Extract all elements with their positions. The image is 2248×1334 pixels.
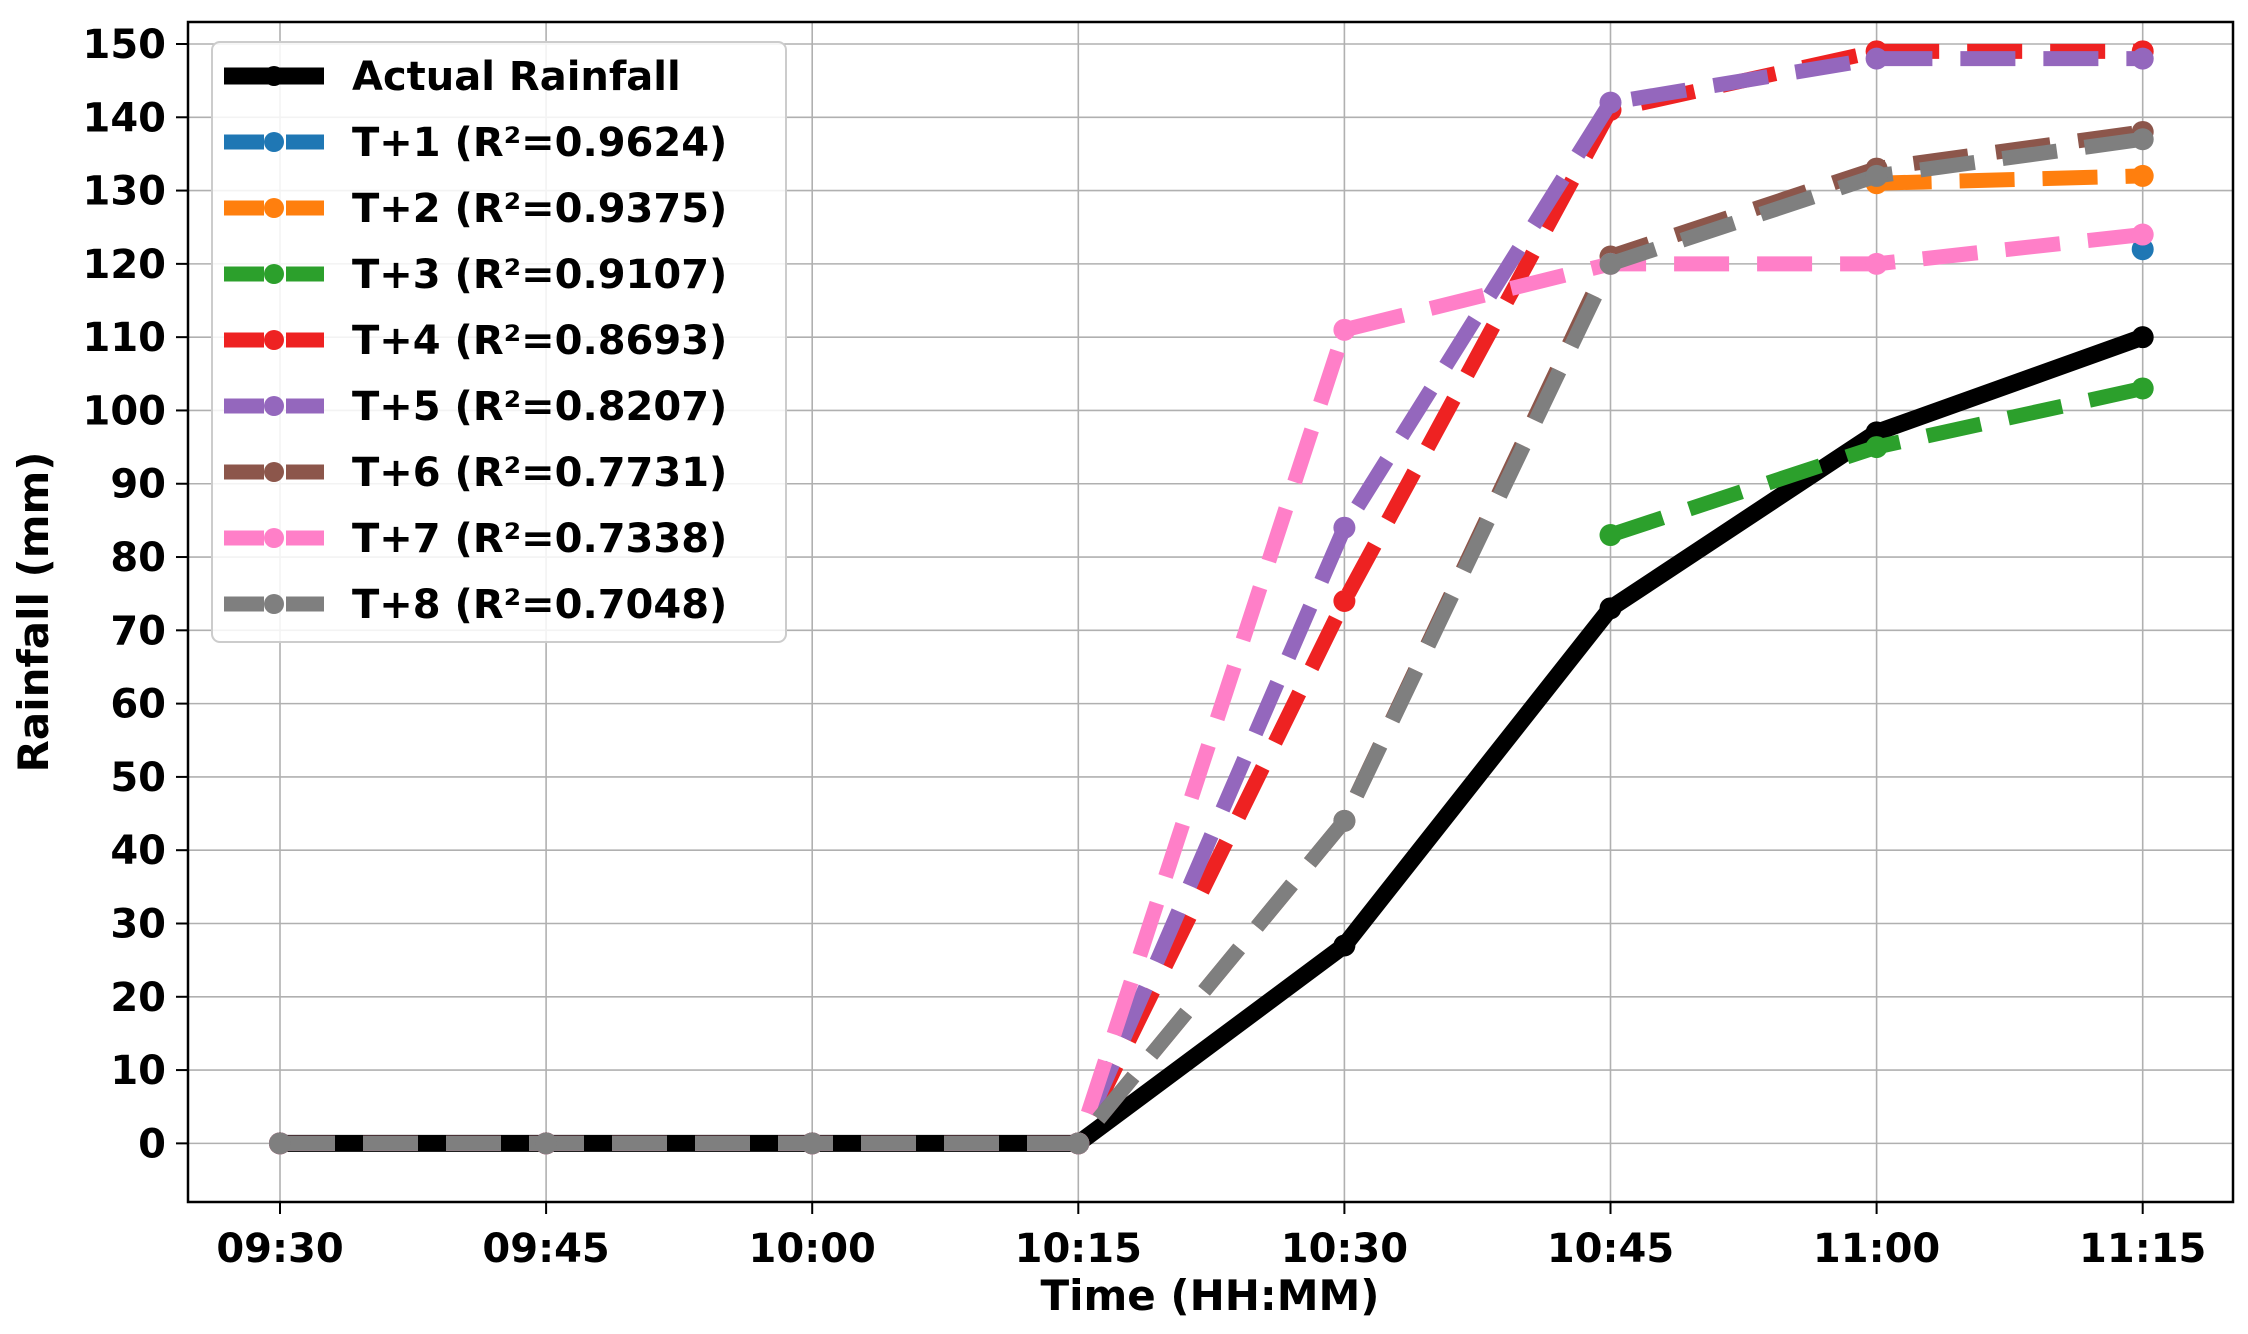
- legend-label-7: T+7 (R²=0.7338): [352, 516, 727, 562]
- y-tick-label: 30: [110, 901, 166, 947]
- series-point-5: [1333, 516, 1356, 539]
- y-axis-title: Rainfall (mm): [9, 452, 58, 773]
- legend-label-4: T+4 (R²=0.8693): [352, 318, 727, 364]
- series-point-2: [2131, 164, 2154, 187]
- legend-label-3: T+3 (R²=0.9107): [352, 252, 727, 298]
- series-point-7: [1333, 318, 1356, 341]
- series-point-3: [1599, 524, 1622, 547]
- legend-marker-0: [264, 66, 284, 86]
- series-point-8: [1865, 164, 1888, 187]
- series-point-8: [2131, 128, 2154, 151]
- y-tick-label: 60: [110, 682, 166, 728]
- series-point-8: [269, 1132, 291, 1155]
- legend-marker-2: [264, 198, 284, 218]
- legend-label-5: T+5 (R²=0.8207): [352, 384, 727, 430]
- legend: Actual Rainfall T+1 (R²=0.9624) T+2 (R²=0.…: [211, 41, 787, 643]
- y-tick-label: 150: [83, 22, 167, 68]
- series-point-0: [1333, 934, 1356, 957]
- legend-box: [211, 41, 787, 643]
- x-tick-label: 10:30: [1281, 1226, 1408, 1272]
- legend-marker-6: [264, 462, 284, 482]
- series-point-7: [1865, 252, 1888, 275]
- legend-marker-8: [264, 594, 284, 614]
- y-tick-label: 50: [110, 755, 166, 801]
- series-point-3: [1865, 436, 1888, 459]
- legend-label-6: T+6 (R²=0.7731): [352, 450, 727, 496]
- y-tick-label: 80: [110, 535, 166, 581]
- legend-marker-4: [264, 330, 284, 350]
- series-line-5: [280, 51, 2143, 1151]
- series-point-5: [2131, 47, 2154, 70]
- series-point-5: [1865, 47, 1888, 70]
- y-tick-label: 0: [138, 1121, 166, 1167]
- x-tick-label: 10:00: [749, 1226, 876, 1272]
- x-tick-label: 10:15: [1015, 1226, 1142, 1272]
- series-point-5: [1599, 91, 1622, 114]
- series-point-8: [535, 1132, 558, 1155]
- y-tick-label: 130: [83, 169, 167, 215]
- series-point-8: [1067, 1132, 1090, 1155]
- y-tick-label: 20: [110, 975, 166, 1021]
- series-point-8: [1599, 252, 1622, 275]
- legend-label-0: Actual Rainfall: [352, 54, 681, 100]
- y-tick-label: 140: [83, 95, 167, 141]
- legend-marker-5: [264, 396, 284, 416]
- series-lines: [269, 40, 2154, 1155]
- y-tick-label: 10: [110, 1048, 166, 1094]
- series-line-0: [280, 329, 2146, 1152]
- series-point-4: [1333, 590, 1356, 613]
- series-line-8: [280, 131, 2144, 1151]
- legend-marker-3: [264, 264, 284, 284]
- x-tick-label: 11:00: [1813, 1226, 1940, 1272]
- x-tick-label: 09:45: [482, 1226, 609, 1272]
- x-tick-label: 09:30: [216, 1226, 343, 1272]
- series-point-8: [1333, 809, 1356, 832]
- series-line-2: [1876, 168, 2143, 191]
- x-tick-label: 11:15: [2079, 1226, 2206, 1272]
- legend-label-8: T+8 (R²=0.7048): [352, 582, 727, 628]
- x-tick-label: 10:45: [1547, 1226, 1674, 1272]
- legend-label-2: T+2 (R²=0.9375): [352, 186, 727, 232]
- series-point-0: [1599, 597, 1622, 620]
- series-point-3: [2131, 377, 2154, 400]
- y-tick-label: 100: [83, 388, 167, 434]
- y-tick-label: 90: [110, 462, 166, 508]
- series-point-8: [801, 1132, 824, 1155]
- axis-ticks: 0 10 20 30 40 50 60 70 80 90 100 110 120 130 140 150 09:…: [83, 22, 2207, 1272]
- y-tick-label: 110: [83, 315, 167, 361]
- y-tick-label: 40: [110, 828, 166, 874]
- legend-label-1: T+1 (R²=0.9624): [352, 120, 727, 166]
- x-axis-title: Time (HH:MM): [1041, 1271, 1380, 1320]
- y-tick-label: 70: [110, 608, 166, 654]
- legend-marker-7: [264, 528, 284, 548]
- series-point-0: [2131, 326, 2154, 349]
- legend-marker-1: [264, 132, 284, 152]
- plot-frame: [186, 20, 2235, 1204]
- series-point-7: [2131, 223, 2154, 246]
- y-tick-label: 120: [83, 242, 167, 288]
